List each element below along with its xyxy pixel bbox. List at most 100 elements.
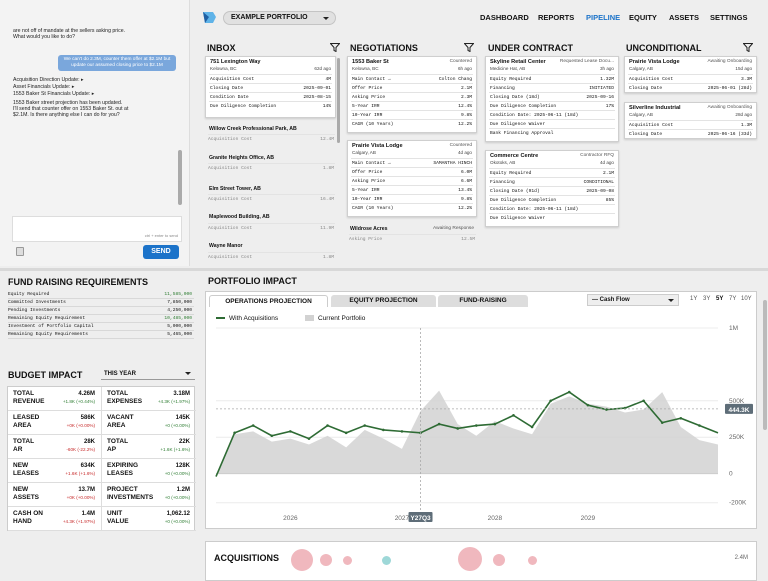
series-point — [660, 421, 664, 424]
cash-flow-chart[interactable]: 1M 500K 250K 0 -200K 444.3K 2026 2027 2028 2029 Y2… — [206, 320, 758, 530]
budget-metric-label: LEASED AREA — [13, 414, 40, 429]
nav-reports[interactable]: REPORTS — [538, 13, 575, 22]
portfolio-impact-title: PORTFOLIO IMPACT — [208, 276, 297, 286]
budget-metric-cell[interactable]: TOTAL REVENUE 4.26M +1.8K (+0.44%) — [8, 387, 102, 411]
filter-icon[interactable] — [330, 43, 340, 52]
acquisition-bubble[interactable] — [291, 549, 313, 571]
card-location: Calgary, AB — [629, 112, 653, 117]
metric-selector-label: Cash Flow — [599, 297, 630, 303]
table-row: Pending Investments 4,250,000 — [8, 308, 194, 315]
y-tick-label: 1M — [729, 325, 738, 332]
pipeline-card-baker[interactable]: 1553 Baker St Countered Kelowna, BC 6h a… — [347, 56, 477, 133]
acquisition-bubble[interactable] — [320, 554, 332, 566]
card-name: Commerce Centre — [490, 153, 539, 159]
budget-metric-cell[interactable]: VACANT AREA 145K +0 (+0.00%) — [102, 411, 196, 435]
period-1y[interactable]: 1Y — [690, 296, 698, 302]
acquisitions-title: ACQUISITIONS — [214, 553, 280, 563]
card-status: Countered — [449, 59, 472, 64]
pipeline-card-lexington[interactable]: 751 Lexington Way Kelowna, BC 62d ago Ac… — [205, 56, 336, 118]
attachment-icon[interactable] — [16, 247, 24, 256]
chat-link-acquisition-update[interactable]: Acquisition Direction Update: ▸ — [13, 77, 84, 83]
chat-input[interactable]: ctrl + enter to send — [12, 216, 182, 242]
budget-metric-cell[interactable]: NEW ASSETS 13.7M +0K (+0.00%) — [8, 483, 102, 507]
budget-metric-cell[interactable]: PROJECT INVESTMENTS 1.2M +0 (+0.00%) — [102, 483, 196, 507]
acquisition-bubble[interactable] — [343, 556, 352, 565]
pipeline-card-prairie-vista-lodge[interactable]: Prairie Vista Lodge Awaiting Onboarding … — [624, 56, 757, 93]
card-name: Prairie Vista Lodge — [629, 59, 680, 65]
series-point — [307, 437, 311, 440]
legend-with-acquisitions[interactable]: With Acquisitions — [216, 315, 278, 322]
budget-impact-grid: TOTAL REVENUE 4.26M +1.8K (+0.44%) TOTAL EX… — [7, 386, 196, 531]
card-location: Kelowna, BC — [352, 66, 379, 71]
card-status: Countered — [449, 143, 472, 148]
acquisition-bubble[interactable] — [528, 556, 537, 565]
pipeline-card-prairie-vista[interactable]: Prairie Vista Lodge Countered Calgary, A… — [347, 140, 477, 217]
nav-assets[interactable]: ASSETS — [669, 13, 700, 22]
budget-metric-cell[interactable]: NEW LEASES 634K +1.6K (+1.6%) — [8, 459, 102, 483]
tab-operations-projection[interactable]: OPERATIONS PROJECTION — [209, 295, 328, 307]
filter-icon[interactable] — [464, 43, 474, 52]
negotiations-column: NEGOTIATIONS 1553 Baker St Countered Kel… — [347, 43, 477, 242]
table-row: Committed Investments 7,850,000 — [8, 300, 194, 307]
series-point — [400, 430, 404, 433]
budget-metric-cell[interactable]: LEASED AREA 586K +0K (+0.00%) — [8, 411, 102, 435]
budget-metric-value: 1.4M — [81, 511, 95, 517]
under-contract-title: UNDER CONTRACT — [488, 43, 573, 53]
tab-fund-raising[interactable]: FUND-RAISING — [438, 295, 528, 307]
table-row: Equity Required 11,585,000 — [8, 292, 194, 299]
chat-link-asset-financials[interactable]: Asset Financials Update: ▸ — [13, 84, 75, 90]
legend-current-portfolio[interactable]: Current Portfolio — [305, 315, 365, 322]
budget-metric-cell[interactable]: TOTAL EXPENSES 3.18M +4.3K (+1.97%) — [102, 387, 196, 411]
portfolio-selector[interactable]: EXAMPLE PORTFOLIO — [223, 11, 336, 25]
pipeline-card-silverline[interactable]: Silverline Industrial Awaiting Onboardin… — [624, 102, 757, 139]
table-row: Investment of Portfolio Capital 5,000,000 — [8, 324, 194, 331]
app-logo-icon[interactable] — [202, 10, 217, 25]
card-name: 1553 Baker St — [352, 59, 389, 65]
nav-dashboard[interactable]: DASHBOARD — [480, 13, 529, 22]
send-button[interactable]: SEND — [143, 245, 179, 259]
legend-area-swatch — [305, 315, 314, 322]
acquisition-bubble[interactable] — [458, 547, 482, 571]
nav-pipeline[interactable]: PIPELINE — [586, 13, 621, 22]
budget-metric-delta: +1.6K (+1.6%) — [160, 447, 190, 452]
card-row: Financing CONDITIONAL — [489, 177, 615, 186]
card-row: Acquisition Cost 4M — [209, 74, 332, 83]
inbox-scrollbar[interactable] — [337, 58, 340, 143]
budget-metric-value: 586K — [80, 415, 95, 421]
metric-selector[interactable]: — Cash Flow — [587, 294, 679, 306]
user-message-bubble: We can't do 2.3M, counter them offer at … — [58, 55, 176, 71]
budget-metric-cell[interactable]: EXPIRING LEASES 128K +0 (+0.00%) — [102, 459, 196, 483]
period-5y[interactable]: 5Y — [716, 296, 724, 302]
card-row: Acquisition Cost 1.3M — [628, 120, 753, 129]
tab-equity-projection[interactable]: EQUITY PROJECTION — [331, 295, 436, 307]
budget-metric-label: TOTAL EXPENSES — [107, 390, 143, 405]
budget-period-selector[interactable]: THIS YEAR — [101, 368, 195, 380]
nav-equity[interactable]: EQUITY — [629, 13, 657, 22]
period-3y[interactable]: 3Y — [703, 296, 711, 302]
series-point — [326, 424, 329, 427]
chat-message: $2.1M. Is there anything else I can do f… — [13, 112, 120, 118]
budget-metric-cell[interactable]: TOTAL AP 22K +1.6K (+1.6%) — [102, 435, 196, 459]
card-row: Closing Date (18d) 2025-09-16 — [489, 92, 615, 101]
acquisition-bubble[interactable] — [382, 556, 391, 565]
budget-metric-cell[interactable]: CASH ON HAND 1.4M +4.3K (+1.97%) — [8, 507, 102, 531]
pipeline-card-commerce-centre[interactable]: Commerce Centre Contractor RFQ Okotoks, … — [485, 150, 619, 227]
card-row: 5-Year IRR 13.4% — [351, 185, 473, 194]
budget-metric-delta: +4.3K (+1.97%) — [157, 399, 190, 404]
acquisition-bubble[interactable] — [493, 554, 505, 566]
budget-metric-label: CASH ON HAND — [13, 510, 43, 525]
chat-link-baker-financials[interactable]: 1553 Baker St Financials Update: ▸ — [13, 91, 95, 97]
series-line-with-acquisitions — [215, 391, 719, 477]
pipeline-card-skyline[interactable]: Skyline Retail Center Requested Lease Do… — [485, 56, 619, 142]
budget-metric-cell[interactable]: UNIT VALUE 1,062.12 +0 (+0.00%) — [102, 507, 196, 531]
budget-metric-cell[interactable]: TOTAL AR 28K -60K (-22.2%) — [8, 435, 102, 459]
unconditional-title: UNCONDITIONAL — [626, 43, 702, 53]
chevron-down-icon — [668, 299, 674, 302]
page-scrollbar[interactable] — [763, 300, 767, 430]
nav-settings[interactable]: SETTINGS — [710, 13, 748, 22]
card-location: Medicine Hat, AB — [490, 66, 526, 71]
chat-scrollbar[interactable] — [178, 150, 182, 205]
period-7y[interactable]: 7Y — [729, 296, 737, 302]
period-10y[interactable]: 10Y — [741, 296, 752, 302]
filter-icon[interactable] — [743, 43, 753, 52]
